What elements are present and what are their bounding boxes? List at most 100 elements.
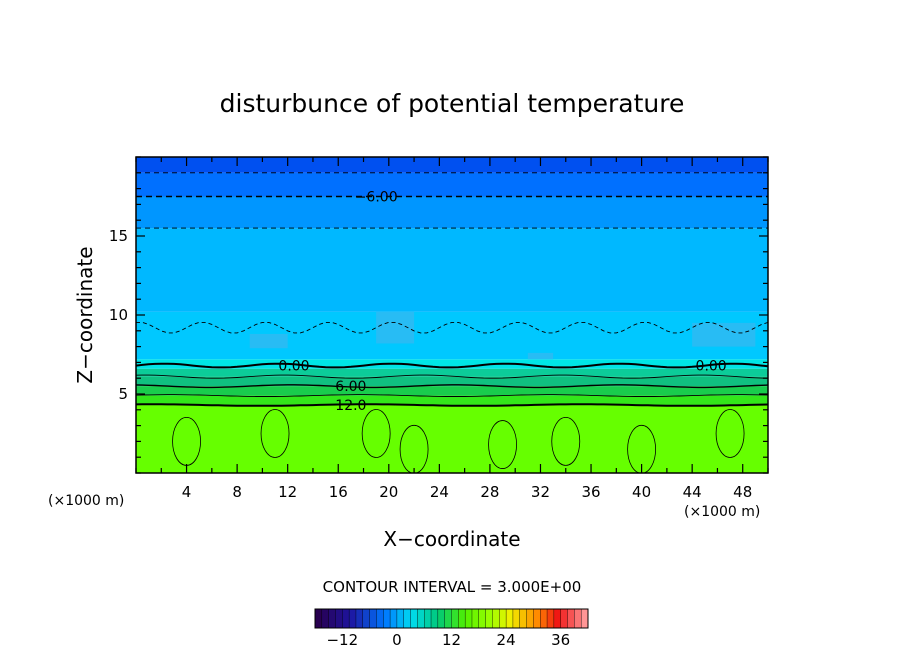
colorbar-cell-20: [451, 608, 459, 629]
colorbar-tick-label--12: −12: [326, 631, 358, 649]
colorbar-cell-2: [328, 608, 336, 629]
colorbar-cell-1: [321, 608, 330, 629]
y-tick-label-15: 15: [109, 227, 128, 245]
field-layer-8: [136, 196, 768, 229]
contour-12: [136, 403, 768, 407]
field-layer-4: [136, 368, 768, 377]
colorbar-frame: [314, 608, 589, 629]
y-axis: 5 10 15: [109, 156, 768, 474]
y-tick-label-5: 5: [118, 385, 128, 403]
field-patch-3: [692, 322, 756, 347]
field-layer-6: [136, 311, 768, 360]
colorbar-cell-10: [383, 608, 391, 629]
colorbar-cell-6: [355, 608, 364, 629]
colorbar-cell-8: [369, 608, 377, 629]
contour-labels: −6.00 0.00 0.00 6.00 12.0: [278, 190, 726, 415]
x-tick-label-36: 36: [581, 483, 600, 501]
colorbar-tick-label-12: 12: [442, 631, 461, 649]
colorbar-cell-17: [430, 608, 439, 629]
contour-cell-5: [551, 416, 581, 466]
field-layer-5: [136, 359, 768, 369]
colorbar-cell-23: [471, 608, 480, 629]
colorbar-tick-label-24: 24: [497, 631, 516, 649]
colorbar-cell-38: [574, 608, 582, 629]
contour-interval-text: CONTOUR INTERVAL = 3.000E+00: [323, 578, 582, 596]
contour-label-2: 0.00: [696, 359, 727, 375]
field-layer-7: [136, 228, 768, 312]
contour-label-4: 12.0: [335, 398, 366, 414]
colorbar-cell-34: [546, 608, 555, 629]
colorbar-cell-31: [526, 608, 534, 629]
colorbar-cell-3: [335, 608, 343, 629]
colorbar-cell-29: [512, 608, 521, 629]
colorbar-cell-39: [580, 608, 589, 629]
colorbar-cell-32: [533, 608, 541, 629]
colorbar-cell-18: [437, 608, 446, 629]
colorbar: [314, 608, 589, 629]
x-tick-label-28: 28: [480, 483, 499, 501]
colorbar-cell-35: [553, 608, 562, 629]
x-unit-right: (×1000 m): [684, 504, 760, 520]
colorbar-cell-21: [458, 608, 466, 629]
field-layer-1: [136, 395, 768, 406]
contour-label-3: 6.00: [335, 379, 366, 395]
field-layer-9: [136, 172, 768, 197]
colorbar-cell-11: [389, 608, 398, 629]
field-patch-0: [249, 333, 288, 349]
contour-cell-4: [488, 420, 517, 469]
colorbar-cell-22: [464, 608, 473, 629]
contour-lines: [136, 172, 768, 473]
contour-label-1: 0.00: [278, 359, 309, 375]
colorbar-cell-25: [485, 608, 493, 629]
contour-minus3-lower: [136, 321, 768, 334]
x-tick-label-20: 20: [379, 483, 398, 501]
field-layer-10: [136, 157, 768, 173]
colorbar-cell-12: [396, 608, 405, 629]
x-axis-label: X−coordinate: [383, 527, 520, 551]
field-layer-0: [136, 405, 768, 473]
colorbar-cell-9: [376, 608, 384, 629]
x-axis: 4 8 12 16 20 24 28 32 36 40 44 48: [135, 157, 769, 501]
contour-9: [136, 394, 768, 397]
colorbar-cell-26: [492, 608, 500, 629]
colorbar-cell-16: [424, 608, 432, 629]
colorbar-cell-5: [348, 608, 357, 629]
x-tick-label-40: 40: [632, 483, 651, 501]
x-tick-label-48: 48: [733, 483, 752, 501]
contour-cell-7: [715, 409, 745, 458]
y-axis-label: Z−coordinate: [73, 246, 97, 383]
colorbar-cell-28: [505, 608, 514, 629]
colorbar-cell-37: [567, 608, 575, 629]
colorbar-cell-7: [362, 608, 371, 629]
colorbar-cell-0: [314, 608, 323, 629]
x-unit-left: (×1000 m): [48, 493, 124, 509]
colorbar-tick-label-0: 0: [392, 631, 402, 649]
colorbar-cell-4: [342, 608, 350, 629]
colorbar-cell-33: [540, 608, 548, 629]
colorbar-tick-label-36: 36: [551, 631, 570, 649]
x-tick-label-16: 16: [329, 483, 348, 501]
colorbar-cell-14: [410, 608, 418, 629]
colorbar-cell-15: [417, 608, 425, 629]
field-patch-2: [527, 352, 554, 360]
contour-cell-1: [260, 409, 290, 458]
contour-label-0: −6.00: [355, 190, 398, 206]
x-tick-label-4: 4: [182, 483, 192, 501]
colorbar-cell-24: [478, 608, 487, 629]
x-tick-label-24: 24: [430, 483, 449, 501]
field-layer-3: [136, 376, 768, 387]
contour-cell-2: [361, 409, 391, 458]
colorbar-cell-27: [499, 608, 507, 629]
contour-3: [136, 374, 768, 379]
field-layer-2: [136, 386, 768, 396]
colorbar-cell-30: [519, 608, 528, 629]
chart-title: disturbunce of potential temperature: [220, 89, 685, 118]
x-tick-label-12: 12: [278, 483, 297, 501]
x-tick-label-32: 32: [531, 483, 550, 501]
colorbar-cell-36: [560, 608, 569, 629]
contour-zero: [136, 362, 768, 369]
contour-6: [136, 384, 768, 389]
colorbar-cell-13: [403, 608, 412, 629]
x-tick-label-44: 44: [683, 483, 702, 501]
